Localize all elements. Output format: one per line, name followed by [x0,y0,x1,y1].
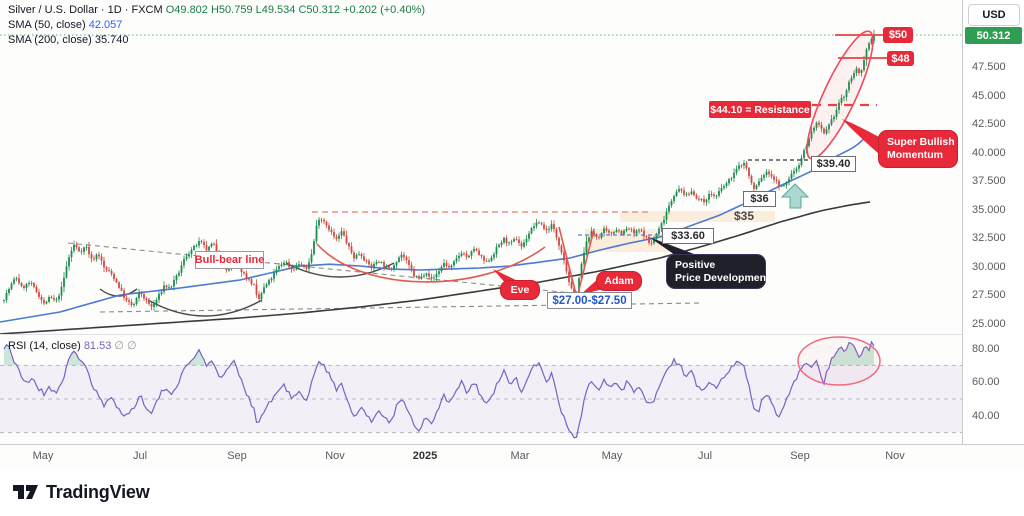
wedge-upper-trendline[interactable] [67,242,613,298]
positive-development-line2: Price Development [675,271,770,284]
rsi-value: 81.53 [83,340,112,352]
rsi-legend[interactable]: RSI (14, close) 81.53 ∅ ∅ [8,339,137,352]
super-bullish-momentum-label: Super Bullish Momentum [878,130,958,168]
level-33-60-label: $33.60 [662,228,714,244]
rounding-arc-2 [147,299,263,317]
time-label-Sep: Sep [790,450,810,462]
tradingview-brand[interactable]: TradingView [12,481,150,503]
currency-button[interactable]: USD [968,4,1020,26]
rsi-tick-80.00: 80.00 [972,342,1000,355]
rsi-highlight-ellipse [797,336,881,386]
price-tick-30.000: 30.000 [972,260,1006,273]
time-label-Nov: Nov [885,450,905,462]
brand-text: TradingView [46,481,150,502]
pane-divider[interactable] [0,334,1024,335]
sma50-row[interactable]: SMA (50, close) 42.057 [8,18,425,33]
rsi-line[interactable] [3,340,875,439]
time-label-May: May [32,450,54,462]
price-tick-27.500: 27.500 [972,289,1006,301]
symbol-meta: · 1D · FXCM [100,4,163,16]
sma200-line[interactable] [0,201,871,335]
symbol-row[interactable]: Silver / U.S. Dollar · 1D · FXCM O49.802… [8,3,425,18]
tradingview-logo-icon [13,485,38,499]
sma50-value: 42.057 [88,19,123,31]
rally-ellipse [806,30,874,160]
chart-background [0,0,962,470]
target-48-label: $48 [887,51,914,66]
sma200-label: SMA (200, close) [8,34,92,46]
bull-bear-line-label: Bull-bear line [195,251,264,269]
rsi-oversold-fill [4,432,874,438]
time-label-Nov: Nov [325,450,345,462]
price-tick-45.000: 45.000 [972,89,1006,102]
price-axis[interactable]: USD 50.312 47.500 45.000 42.500 40.000 37.50… [962,0,1024,470]
price-tick-47.500: 47.500 [972,61,1006,73]
sma200-value: 35.740 [94,34,129,46]
sma50-line[interactable] [0,132,871,323]
candles-layer[interactable] [3,29,875,311]
momentum-line1: Super Bullish [887,136,955,148]
price-tick-25.000: 25.000 [972,317,1006,330]
rsi-tick-40.00: 40.00 [972,409,1000,422]
momentum-callout-tail [842,119,879,154]
rsi-tick-60.00: 60.00 [972,376,1000,389]
price-tick-40.000: 40.000 [972,146,1006,159]
time-label-Jul: Jul [132,450,148,462]
level-36-label: $36 [743,191,776,207]
target-50-label: $50 [883,27,913,43]
ohlc-values: O49.802 H50.759 L49.534 C50.312 +0.202 (… [165,4,426,16]
price-tick-37.500: 37.500 [972,175,1006,187]
time-label-2025: 2025 [412,450,438,462]
eve-pattern-label: Eve [500,280,540,300]
time-label-Sep: Sep [227,450,247,462]
time-axis[interactable]: May Jul Sep Nov 2025 Mar May Jul Sep Nov [0,444,1024,470]
resistance-label: $44.10 = Resistance [709,101,811,118]
price-tick-42.500: 42.500 [972,118,1006,130]
level-35-label: $35 [734,209,755,223]
wedge-lower-trendline[interactable] [99,302,701,313]
momentum-line2: Momentum [887,149,943,161]
support-range-label: $27.00-$27.50 [547,292,632,309]
time-label-Jul: Jul [697,450,713,462]
sma200-row[interactable]: SMA (200, close) 35.740 [8,33,425,48]
main-chart-canvas[interactable] [0,0,962,470]
eve-curve [316,243,546,283]
positive-development-label: Positive Price Development [666,254,770,289]
time-label-Mar: Mar [510,450,530,462]
rsi-hidden-values: ∅ ∅ [114,340,137,352]
last-price-badge: 50.312 [965,27,1022,44]
price-tick-32.500: 32.500 [972,232,1006,244]
chart-legend: Silver / U.S. Dollar · 1D · FXCM O49.802… [8,3,425,48]
footer: TradingView [0,470,1024,516]
price-tick-35.000: 35.000 [972,203,1006,216]
zone-35 [620,211,775,222]
positive-development-line1: Positive [675,258,716,271]
level-39-40-label: $39.40 [811,156,856,172]
bullish-arrow-icon [780,183,810,209]
sma50-label: SMA (50, close) [8,19,86,31]
time-label-May: May [601,450,623,462]
adam-pattern-label: Adam [596,271,642,291]
rsi-label: RSI (14, close) [8,340,81,352]
symbol-title: Silver / U.S. Dollar [8,4,98,16]
